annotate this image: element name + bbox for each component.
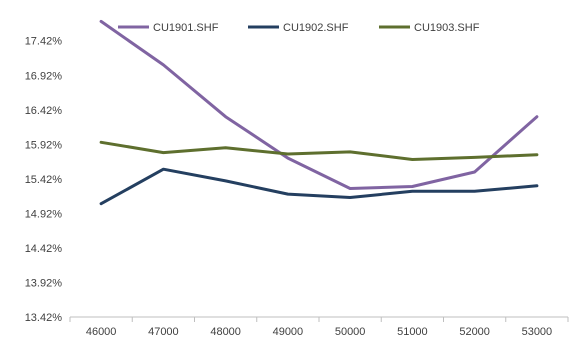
y-tick-label: 15.92% [25, 139, 63, 151]
y-tick-label: 14.92% [25, 208, 63, 220]
axes: 46000 47000 48000 49000 50000 51000 52000 53000… [25, 36, 569, 338]
legend-label: CU1901.SHF [153, 22, 219, 34]
y-tick-label: 13.92% [25, 277, 63, 289]
series-line-cu1901-shf [99, 19, 539, 190]
x-tick-label: 53000 [522, 326, 553, 338]
series-line-cu1902-shf [99, 167, 539, 206]
x-tick-label: 52000 [459, 326, 490, 338]
y-tick-label: 14.42% [25, 243, 63, 255]
legend-label: CU1902.SHF [283, 22, 349, 34]
y-tick-label: 13.42% [25, 312, 63, 324]
x-tick-label: 47000 [148, 326, 179, 338]
legend-label: CU1903.SHF [414, 22, 480, 34]
x-tick-label: 48000 [210, 326, 241, 338]
y-tick-label: 15.42% [25, 174, 63, 186]
y-tick-label: 16.92% [25, 70, 63, 82]
x-tick-label: 51000 [397, 326, 428, 338]
legend: CU1901.SHF CU1902.SHF CU1903.SHF [118, 22, 480, 34]
series-lines [99, 19, 539, 206]
x-tick-label: 46000 [86, 326, 117, 338]
series-line-cu1903-shf [99, 140, 539, 161]
x-tick-label: 50000 [335, 326, 366, 338]
y-tick-label: 17.42% [25, 36, 63, 48]
x-tick-label: 49000 [273, 326, 304, 338]
y-tick-label: 16.42% [25, 105, 63, 117]
